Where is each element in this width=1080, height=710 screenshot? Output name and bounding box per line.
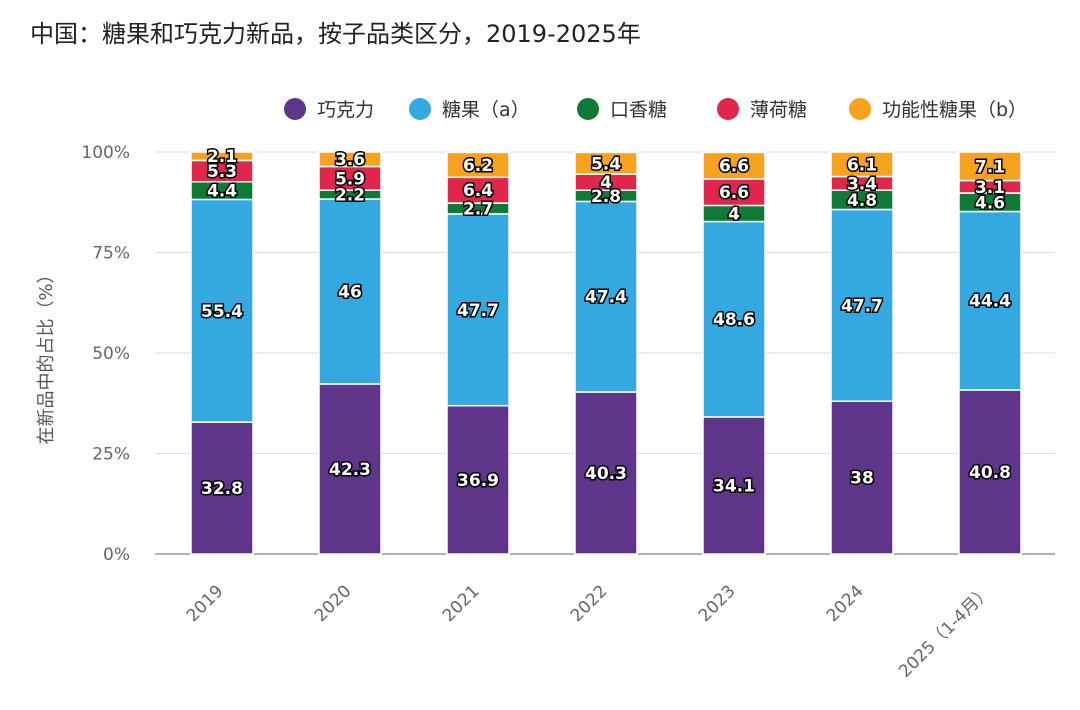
bar-segment — [446, 151, 510, 179]
y-tick-label: 75% — [92, 244, 130, 264]
y-tick-label: 25% — [92, 445, 130, 465]
data-label: 42.3 — [329, 460, 371, 480]
bar-segment — [318, 151, 382, 168]
data-label: 36.9 — [457, 471, 499, 491]
data-label: 4 — [600, 173, 612, 193]
data-label: 2.8 — [591, 187, 621, 207]
bar-segment — [702, 151, 766, 180]
data-label: 48.6 — [713, 310, 755, 330]
bar-segment — [574, 151, 638, 175]
data-label: 2.1 — [207, 147, 237, 167]
legend-label: 巧克力 — [317, 99, 374, 121]
data-label: 32.8 — [201, 479, 243, 499]
data-label: 3.6 — [335, 150, 365, 170]
bar-segment — [190, 421, 254, 555]
legend-swatch — [577, 98, 599, 120]
data-label: 47.7 — [841, 296, 883, 316]
bar-segment — [830, 151, 894, 178]
data-label: 3.4 — [847, 174, 877, 194]
data-label: 2.2 — [335, 186, 365, 206]
bar-segment — [574, 391, 638, 555]
bar-segment — [446, 176, 510, 204]
legend-item: 薄荷糖 — [717, 98, 807, 121]
data-label: 47.4 — [585, 288, 627, 308]
legend-label: 功能性糖果（b） — [882, 99, 1027, 121]
data-label: 4 — [728, 205, 740, 225]
legend-label: 薄荷糖 — [750, 99, 807, 121]
x-tick-label: 2020 — [311, 581, 356, 626]
legend-item: 巧克力 — [284, 98, 374, 121]
bar-segment — [574, 200, 638, 393]
bar-segment — [190, 198, 254, 423]
bar-segment — [958, 151, 1022, 182]
x-axis-ticks: 2019 2020 2021 2022 2023 2024 2025（1-4月） — [183, 581, 996, 681]
x-tick-label: 2023 — [695, 581, 740, 626]
legend-label: 糖果（a） — [442, 99, 530, 121]
bar-segment — [190, 151, 254, 162]
data-label: 6.4 — [463, 181, 493, 201]
data-label: 44.4 — [969, 292, 1011, 312]
y-tick-label: 50% — [92, 344, 130, 364]
data-label: 4.8 — [847, 191, 877, 211]
legend-swatch — [284, 98, 306, 120]
x-tick-label: 2022 — [567, 581, 612, 626]
bars — [190, 151, 1022, 555]
legend-swatch — [717, 98, 739, 120]
x-tick-label: 2024 — [823, 581, 868, 626]
data-label: 55.4 — [201, 302, 243, 322]
x-tick-label: 2021 — [439, 581, 484, 626]
data-label: 46 — [338, 282, 362, 302]
data-label: 4.6 — [975, 193, 1005, 213]
data-label: 5.9 — [335, 169, 365, 189]
legend-swatch — [849, 98, 871, 120]
x-tick-label: 2025（1-4月） — [895, 581, 995, 681]
bar-segment — [702, 178, 766, 207]
bar-segment — [318, 198, 382, 385]
data-label: 6.6 — [719, 183, 749, 203]
data-label: 3.1 — [975, 178, 1005, 198]
bar-segment — [318, 383, 382, 555]
bar-segment — [830, 400, 894, 555]
x-tick-label: 2019 — [183, 581, 228, 626]
bar-segment — [446, 404, 510, 555]
data-label: 6.6 — [719, 157, 749, 177]
legend: 巧克力 糖果（a） 口香糖 薄荷糖 功能性糖果（b） — [284, 98, 1027, 121]
data-label: 47.7 — [457, 301, 499, 321]
data-label: 38 — [850, 469, 874, 489]
legend-item: 口香糖 — [577, 98, 667, 121]
data-label: 5.3 — [207, 162, 237, 182]
data-label: 34.1 — [713, 476, 755, 496]
data-label: 6.2 — [463, 156, 493, 176]
y-axis-ticks: 0% 25% 50% 75% 100% — [81, 143, 130, 565]
bar-segment — [702, 416, 766, 555]
y-tick-label: 0% — [103, 545, 130, 565]
legend-item: 糖果（a） — [409, 98, 530, 121]
legend-swatch — [409, 98, 431, 120]
data-label: 4.4 — [207, 182, 237, 202]
chart-title: 中国：糖果和巧克力新品，按子品类区分，2019-2025年 — [30, 20, 641, 48]
y-axis-label: 在新品中的占比（%） — [36, 265, 57, 444]
bar-segment — [446, 213, 510, 407]
data-label: 40.8 — [969, 463, 1011, 483]
y-tick-label: 100% — [81, 143, 130, 163]
data-label: 40.3 — [585, 464, 627, 484]
legend-label: 口香糖 — [610, 99, 667, 121]
data-label: 5.4 — [591, 154, 621, 174]
data-label: 7.1 — [975, 157, 1005, 177]
data-labels: 32.8 55.4 4.45.32.1 42.3 46 2.25.93.6 36.9 47.7… — [200, 146, 1013, 501]
data-label: 6.1 — [847, 155, 877, 175]
legend-item: 功能性糖果（b） — [849, 98, 1027, 121]
data-label: 2.7 — [463, 199, 493, 219]
